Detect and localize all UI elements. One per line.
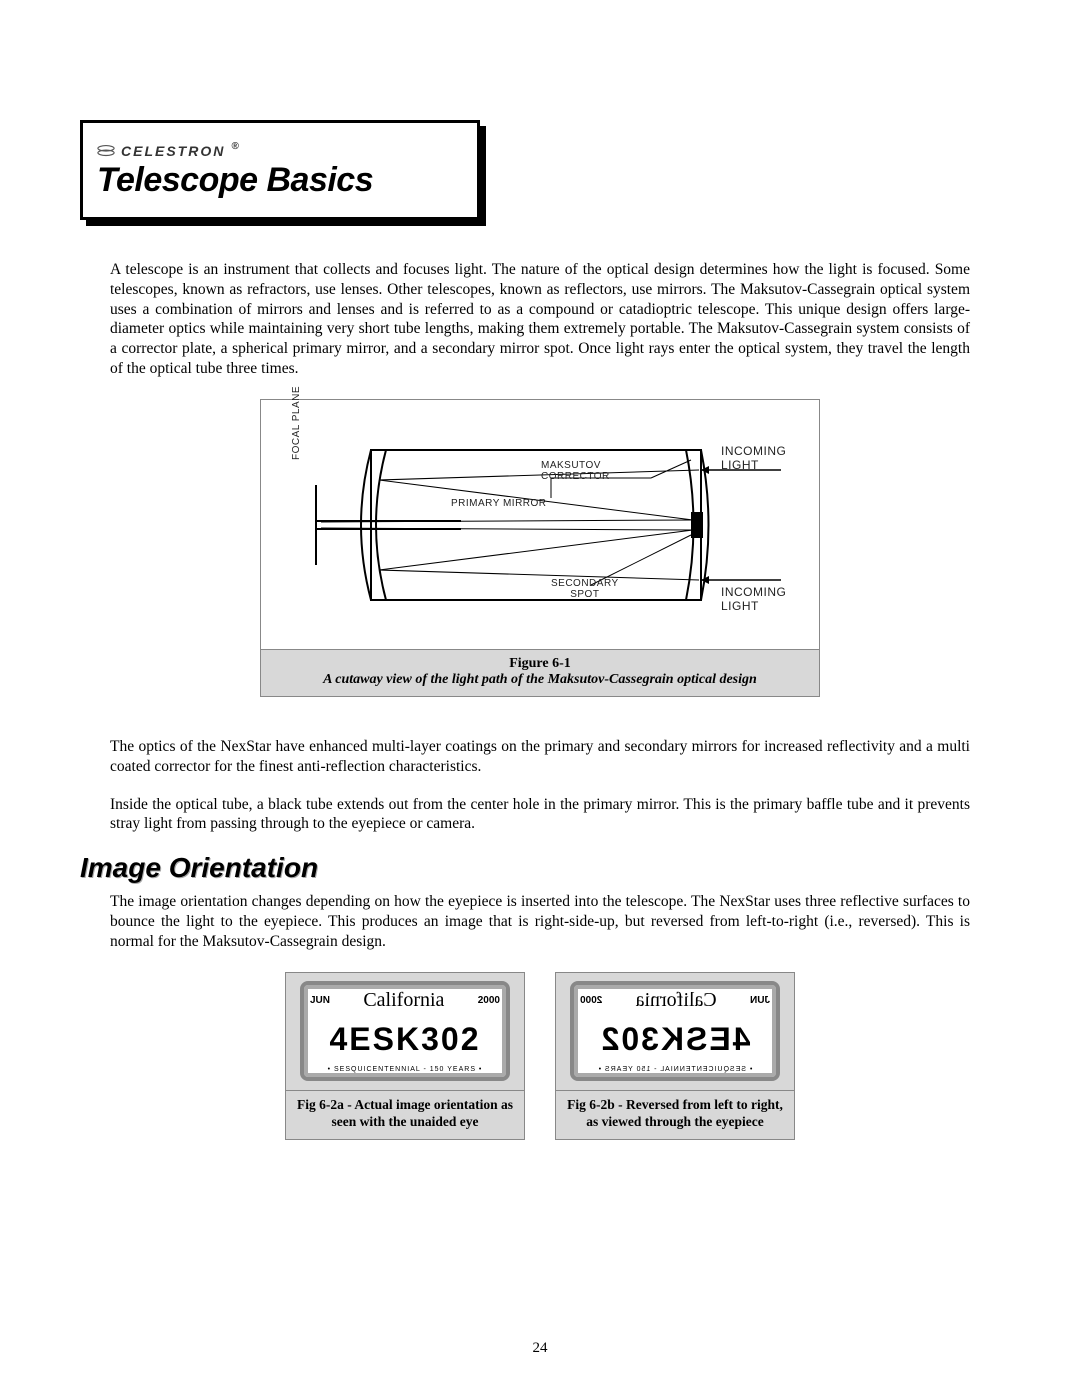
figure-6-2b: JUN California 2000 4ESK302 • SESQUICENT… xyxy=(555,972,795,1140)
license-plate-normal: JUN California 2000 4ESK302 • SESQUICENT… xyxy=(300,981,510,1081)
page-number: 24 xyxy=(0,1340,1080,1357)
paragraph-2: The optics of the NexStar have enhanced … xyxy=(110,737,970,777)
figure-6-2a: JUN California 2000 4ESK302 • SESQUICENT… xyxy=(285,972,525,1140)
title-box: CELESTRON ® Telescope Basics xyxy=(80,120,480,220)
plate-number: 4ESK302 xyxy=(580,1021,770,1058)
label-secondary-spot: SECONDARY SPOT xyxy=(551,578,619,600)
plate-year: 2000 xyxy=(478,995,500,1006)
figure-6-1: FOCAL PLANE PRIMARY MIRROR MAKSUTOV CORR… xyxy=(260,399,820,697)
paragraph-3: Inside the optical tube, a black tube ex… xyxy=(110,795,970,835)
optical-diagram: FOCAL PLANE PRIMARY MIRROR MAKSUTOV CORR… xyxy=(261,400,819,650)
label-focal-plane: FOCAL PLANE xyxy=(291,386,302,460)
plate-month: JUN xyxy=(750,995,770,1006)
label-incoming-light-bottom: INCOMING LIGHT xyxy=(721,585,786,613)
brand-name: CELESTRON xyxy=(121,143,225,159)
license-plate-reversed: JUN California 2000 4ESK302 • SESQUICENT… xyxy=(570,981,780,1081)
page-title: Telescope Basics xyxy=(97,161,463,200)
plate-tagline: • SESQUICENTENNIAL - 150 YEARS • xyxy=(310,1066,500,1073)
plate-number: 4ESK302 xyxy=(310,1021,500,1058)
section-heading-image-orientation: Image Orientation xyxy=(80,852,1000,884)
plate-year: 2000 xyxy=(580,995,602,1006)
plate-tagline: • SESQUICENTENNIAL - 150 YEARS • xyxy=(580,1066,770,1073)
label-incoming-light-top: INCOMING LIGHT xyxy=(721,444,786,472)
figure-pair: JUN California 2000 4ESK302 • SESQUICENT… xyxy=(80,972,1000,1140)
label-maksutov-corrector: MAKSUTOV CORRECTOR xyxy=(541,460,610,482)
label-primary-mirror: PRIMARY MIRROR xyxy=(451,498,547,509)
figure-number: Figure 6-1 xyxy=(271,656,809,672)
figure-description: A cutaway view of the light path of the … xyxy=(323,672,757,687)
brand-mark: ® xyxy=(231,141,238,152)
figure-6-2a-caption: Fig 6-2a - Actual image orientation as s… xyxy=(286,1091,524,1139)
figure-6-2b-caption: Fig 6-2b - Reversed from left to right, … xyxy=(556,1091,794,1139)
plate-state: California xyxy=(636,989,717,1012)
plate-month: JUN xyxy=(310,995,330,1006)
paragraph-1: A telescope is an instrument that collec… xyxy=(110,260,970,379)
plate-state: California xyxy=(363,989,444,1012)
celestron-logo-icon xyxy=(97,144,115,158)
paragraph-4: The image orientation changes depending … xyxy=(110,892,970,951)
figure-6-1-caption: Figure 6-1 A cutaway view of the light p… xyxy=(261,650,819,696)
brand-row: CELESTRON ® xyxy=(97,143,463,159)
